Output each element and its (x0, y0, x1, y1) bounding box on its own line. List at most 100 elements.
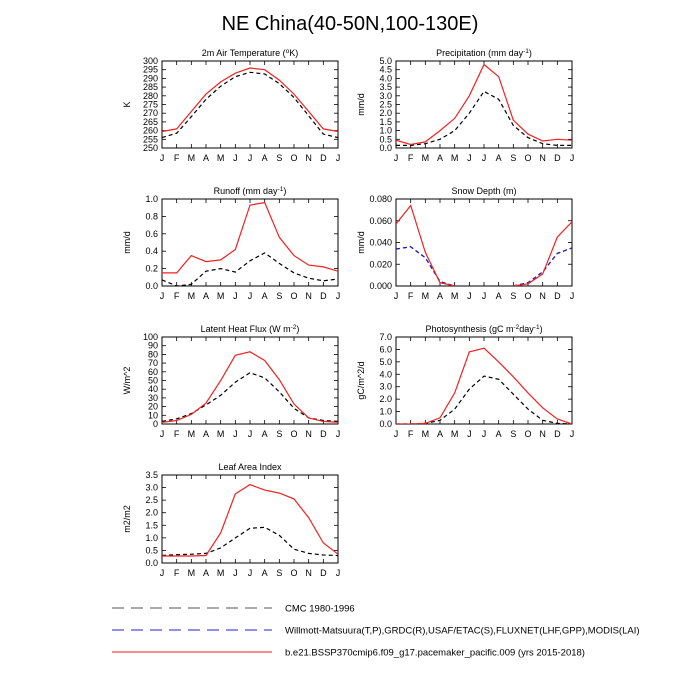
x-tick-label: M (188, 568, 196, 578)
x-tick-label: J (248, 568, 253, 578)
x-tick-label: J (160, 153, 165, 163)
panel-title-main: Snow Depth (m) (451, 186, 516, 196)
y-tick-label: 0.040 (369, 238, 392, 248)
series-line-cmc (162, 71, 338, 139)
x-tick-label: A (437, 429, 443, 439)
x-tick-label: A (496, 429, 502, 439)
panel-lai: Leaf Area Index 0.0 0.5 1.0 1.5 2.0 2.5 3.0 3.5 J… (122, 462, 340, 578)
x-tick-label: F (174, 568, 180, 578)
x-tick-label: D (554, 429, 561, 439)
x-tick-label: S (510, 153, 516, 163)
series-line-model (162, 67, 338, 133)
x-tick-label: J (570, 153, 575, 163)
x-tick-label: N (305, 429, 312, 439)
y-tick-label: 2.0 (379, 108, 392, 118)
x-tick-label: F (408, 153, 414, 163)
x-tick-label: O (290, 291, 297, 301)
series-line-model (513, 221, 572, 286)
y-axis-label: K (122, 101, 132, 107)
x-tick-label: S (276, 429, 282, 439)
x-tick-label: J (248, 153, 253, 163)
x-tick-label: F (408, 429, 414, 439)
series-line-obs (513, 247, 572, 286)
panel-title-tail: day (519, 324, 534, 334)
x-tick-label: D (320, 429, 327, 439)
panel-gpp: Photosynthesis (gC m-2day-1) 0.0 1.0 2.0 3.0… (356, 324, 574, 439)
y-tick-label: 285 (143, 82, 158, 92)
y-tick-label: 30 (148, 393, 158, 403)
x-tick-label: J (336, 291, 341, 301)
x-tick-label: J (233, 429, 238, 439)
x-tick-label: N (539, 429, 546, 439)
x-tick-label: M (451, 153, 459, 163)
y-axis-label: gC/m^2/d (356, 361, 366, 399)
y-tick-label: 2.5 (145, 495, 158, 505)
x-tick-label: M (451, 291, 459, 301)
x-tick-label: M (188, 429, 196, 439)
x-tick-label: F (408, 291, 414, 301)
x-tick-label: J (570, 291, 575, 301)
y-tick-label: 0.6 (145, 229, 158, 239)
x-tick-label: S (510, 291, 516, 301)
x-tick-label: J (336, 429, 341, 439)
panel-title: Snow Depth (m) (451, 186, 516, 196)
series-line-model (162, 483, 338, 557)
x-tick-label: J (160, 429, 165, 439)
series-line-model (162, 201, 338, 274)
series-line-cmc (162, 526, 338, 557)
figure-title: NE China(40-50N,100-130E) (222, 13, 479, 35)
series-line-cmc (162, 252, 338, 286)
series-line-cmc (513, 247, 572, 286)
panel-title-sup: -1 (523, 48, 529, 55)
x-tick-label: D (320, 291, 327, 301)
x-tick-label: J (248, 291, 253, 301)
panel-precip: Precipitation (mm day-1) 0.00.51.01.52.02… (356, 48, 574, 163)
x-tick-label: A (262, 153, 268, 163)
y-tick-label: 0.5 (145, 545, 158, 555)
y-tick-label: 80 (148, 349, 158, 359)
x-tick-label: J (336, 153, 341, 163)
panel-snow: Snow Depth (m) 0.000 0.020 0.040 0.060 0.080 J… (356, 186, 574, 301)
y-tick-label: 4.0 (379, 73, 392, 83)
y-tick-label: 50 (148, 376, 158, 386)
x-tick-label: M (217, 153, 225, 163)
x-tick-label: D (320, 568, 327, 578)
y-tick-label: 7.0 (379, 332, 392, 342)
x-tick-label: N (305, 153, 312, 163)
y-tick-label: 0 (153, 419, 158, 429)
y-tick-label: 20 (148, 402, 158, 412)
x-tick-label: J (482, 153, 487, 163)
x-tick-label: J (233, 153, 238, 163)
panel-temp: 2m Air Temperature (oK) 25025526026527027… (122, 48, 340, 163)
y-axis-label: mm/d (356, 231, 366, 254)
panel-title-tail: K) (289, 48, 298, 58)
x-tick-label: N (305, 568, 312, 578)
series-line-model (162, 351, 338, 423)
x-tick-label: A (496, 153, 502, 163)
x-tick-label: N (539, 291, 546, 301)
y-tick-label: 6.0 (379, 344, 392, 354)
y-tick-label: 290 (143, 73, 158, 83)
y-axis-label: mm/d (122, 231, 132, 254)
y-tick-label: 0.0 (145, 558, 158, 568)
y-axis-label: W/m^2 (122, 367, 132, 395)
y-tick-label: 1.5 (379, 117, 392, 127)
x-tick-label: N (305, 291, 312, 301)
x-tick-label: J (467, 291, 472, 301)
x-tick-label: J (467, 429, 472, 439)
y-tick-label: 0.5 (379, 134, 392, 144)
y-tick-label: 260 (143, 126, 158, 136)
x-tick-label: F (174, 429, 180, 439)
y-tick-label: 4.0 (379, 369, 392, 379)
plot-frame (161, 198, 339, 287)
x-tick-label: J (482, 291, 487, 301)
x-tick-label: A (496, 291, 502, 301)
y-axis-label: mm/d (356, 93, 366, 116)
y-tick-label: 3.0 (379, 382, 392, 392)
x-tick-label: J (248, 429, 253, 439)
panel-title: Photosynthesis (gC m-2day-1) (425, 324, 542, 334)
x-tick-label: J (336, 568, 341, 578)
x-tick-label: F (174, 291, 180, 301)
x-tick-label: A (203, 291, 209, 301)
